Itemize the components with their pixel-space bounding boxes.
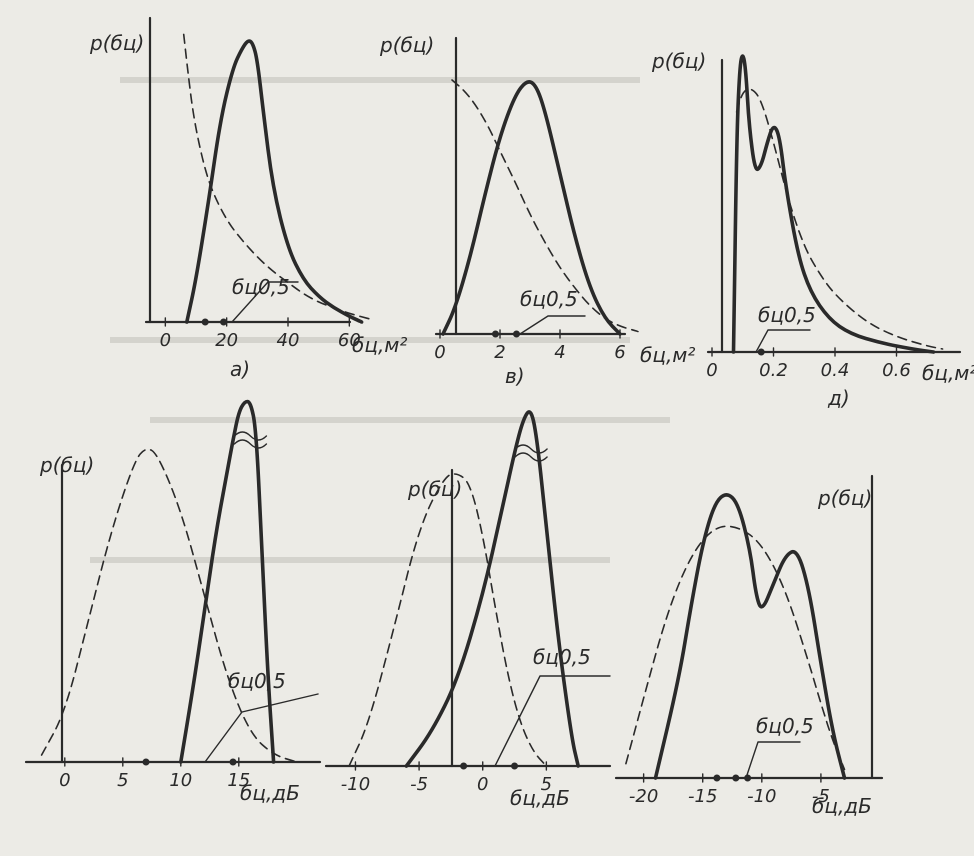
- median-leader-line: [494, 675, 611, 767]
- series-dashed-curve: [40, 448, 298, 763]
- median-marker: [757, 348, 765, 356]
- x-axis-label: бц,м²: [640, 343, 695, 367]
- series-solid-curve: [441, 80, 622, 336]
- x-tick-label: 15: [227, 770, 250, 791]
- y-axis-label: p(бц): [39, 453, 94, 477]
- median-leader-line: [745, 741, 801, 779]
- x-tick-label: 0: [59, 770, 70, 791]
- x-tick-label: -5: [812, 786, 830, 807]
- x-tick-label: 20: [215, 330, 238, 351]
- median-label: бц0,5: [228, 669, 286, 693]
- panel-g: 0 5 10 15 бц0,5 p(бц) бц,дБ: [24, 399, 322, 805]
- panel-a: 0 20 40 60 бц0,5 p(бц) бц,м² a): [89, 16, 407, 381]
- x-tick-label: -15: [688, 786, 717, 807]
- median-marker: [460, 762, 468, 770]
- x-tick-label: 0.2: [759, 360, 788, 381]
- y-axis-label: p(бц): [407, 477, 462, 501]
- median-label: бц0,5: [758, 303, 816, 327]
- median-marker: [492, 330, 499, 338]
- x-tick-label: -5: [410, 774, 428, 795]
- median-marker: [201, 318, 209, 326]
- panel-zh: -20 -15 -10 -5 бц0,5 p(бц) бц,дБ: [614, 474, 884, 818]
- median-marker: [513, 330, 520, 338]
- x-tick-label: 0.6: [882, 360, 911, 381]
- series-solid-curve: [179, 399, 276, 764]
- median-leader-line: [204, 693, 319, 763]
- series-solid-curve: [653, 493, 847, 780]
- axis-break-mark: [233, 439, 268, 449]
- panel-label: в): [505, 364, 525, 388]
- median-marker: [744, 774, 752, 782]
- y-axis-label: p(бц): [651, 49, 706, 73]
- median-label: бц0,5: [533, 645, 591, 669]
- x-tick-label: 60: [338, 330, 361, 351]
- x-axis-label: бц,м²: [922, 361, 974, 385]
- panel-label: д): [827, 386, 850, 410]
- y-axis-label: p(бц): [817, 486, 872, 510]
- axis-break-mark: [514, 452, 548, 462]
- x-tick-label: 0: [434, 342, 445, 363]
- x-tick-label: 40: [277, 330, 300, 351]
- panel-e: -10 -5 0 5 бц0,5 p(бц) бц,дБ: [324, 410, 612, 810]
- series-solid-curve: [404, 410, 580, 768]
- x-tick-label: 0: [706, 360, 717, 381]
- x-axis-label: бц,дБ: [240, 781, 300, 805]
- faded-background-text: [90, 77, 670, 563]
- series-dashed-curve: [348, 473, 548, 767]
- median-label: бц0,5: [232, 275, 290, 299]
- x-tick-label: 0: [477, 774, 488, 795]
- series-dashed-curve: [182, 33, 372, 321]
- series-dashed-curve: [735, 88, 944, 350]
- median-marker: [511, 762, 519, 770]
- x-tick-label: -10: [341, 774, 370, 795]
- series-dashed-curve: [451, 79, 639, 333]
- panel-v: 0 2 4 6 бц0,5 p(бц) бц,м² в): [379, 33, 695, 388]
- axis-break-mark: [514, 444, 548, 454]
- x-axis-label: бц,дБ: [812, 794, 872, 818]
- x-tick-label: -20: [629, 786, 658, 807]
- panel-d: 0 0.2 0.4 0.6 бц0,5 p(бц) бц,м² д): [651, 49, 974, 410]
- x-tick-label: 5: [541, 774, 552, 795]
- y-axis-label: p(бц): [89, 31, 144, 55]
- series-solid-curve: [185, 39, 364, 324]
- x-axis-label: бц,дБ: [510, 786, 570, 810]
- x-tick-label: 5: [117, 770, 128, 791]
- median-leader-line: [519, 315, 586, 335]
- median-label: бц0,5: [520, 287, 578, 311]
- x-tick-label: 2: [494, 342, 505, 363]
- median-marker: [220, 318, 228, 326]
- x-tick-label: 10: [169, 770, 192, 791]
- series-dashed-curve: [625, 525, 846, 771]
- y-axis-label: p(бц): [379, 33, 434, 57]
- x-tick-label: -10: [747, 786, 776, 807]
- x-tick-label: 4: [554, 342, 565, 363]
- median-leader-line: [231, 281, 299, 323]
- panel-label: a): [230, 357, 250, 381]
- x-tick-label: 0: [160, 330, 171, 351]
- median-label: бц0,5: [756, 714, 814, 738]
- median-leader-line: [755, 329, 811, 353]
- x-axis-label: бц,м²: [352, 333, 407, 357]
- median-marker: [713, 774, 721, 782]
- median-marker: [732, 774, 740, 782]
- axis-break-mark: [233, 431, 268, 441]
- x-tick-label: 0.4: [821, 360, 850, 381]
- panels: 0 20 40 60 бц0,5 p(бц) бц,м² a) 0 2 4 6 бц0,5 p(бц) бц…: [24, 16, 974, 818]
- median-marker: [229, 758, 237, 766]
- median-marker: [142, 758, 150, 766]
- x-tick-label: 6: [614, 342, 625, 363]
